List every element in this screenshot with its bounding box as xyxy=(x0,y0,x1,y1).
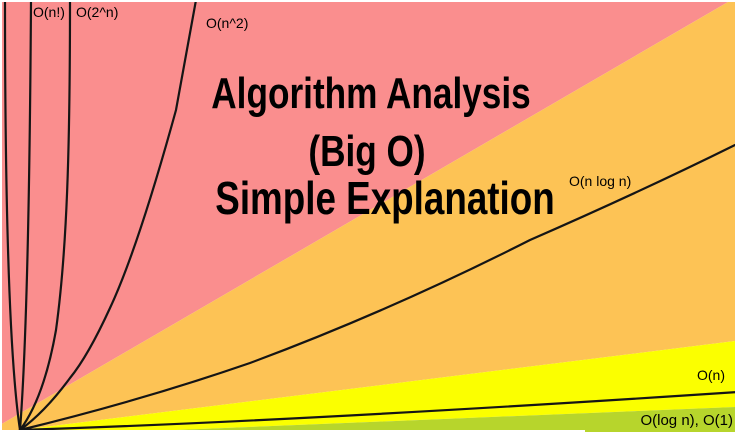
title-line-1: Algorithm Analysis xyxy=(211,69,531,118)
border-right xyxy=(735,0,738,432)
label-o-factorial: O(n!) xyxy=(33,4,65,20)
border-top xyxy=(0,0,738,2)
axis-line xyxy=(3,0,22,432)
curve-o-quadratic xyxy=(18,0,198,432)
label-o-linear: O(n) xyxy=(697,367,725,383)
curve-o-linearithmic xyxy=(18,143,737,432)
label-o-exponential: O(2^n) xyxy=(76,4,119,20)
border-left xyxy=(0,0,2,432)
label-o-linearithmic: O(n log n) xyxy=(569,173,632,189)
title-line-2: (Big O) xyxy=(308,127,426,176)
title-line-3: Simple Explanation xyxy=(215,172,555,224)
region-fair-yellow xyxy=(20,341,735,431)
curve-o-factorial xyxy=(18,0,33,432)
curve-o-linear xyxy=(18,390,738,432)
label-o-log-const: O(log n), O(1) xyxy=(640,412,733,429)
curve-o-exponential xyxy=(18,0,72,432)
label-o-quadratic: O(n^2) xyxy=(206,15,249,31)
region-good-green xyxy=(152,407,735,432)
border-bottom-partial xyxy=(0,430,585,432)
